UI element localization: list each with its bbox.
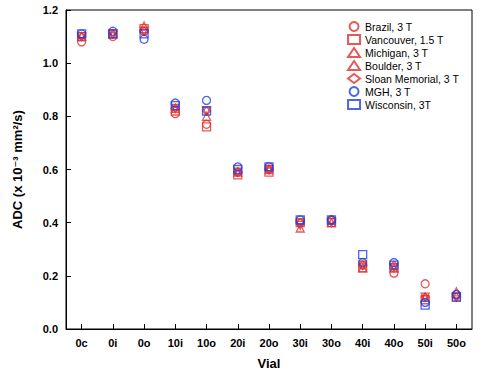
svg-text:0o: 0o (138, 337, 151, 349)
svg-text:Sloan Memorial, 3 T: Sloan Memorial, 3 T (365, 73, 459, 85)
svg-text:Wisconsin, 3T: Wisconsin, 3T (365, 99, 432, 111)
svg-text:40o: 40o (384, 337, 403, 349)
svg-text:40i: 40i (355, 337, 370, 349)
svg-text:0.6: 0.6 (43, 164, 58, 176)
svg-text:10o: 10o (197, 337, 216, 349)
svg-text:Vancouver, 1.5 T: Vancouver, 1.5 T (365, 34, 444, 46)
svg-text:ADC (x 10⁻³ mm²/s): ADC (x 10⁻³ mm²/s) (10, 110, 25, 229)
svg-text:Michigan, 3 T: Michigan, 3 T (365, 47, 428, 59)
svg-text:20o: 20o (260, 337, 279, 349)
svg-text:Vial: Vial (258, 356, 281, 371)
svg-text:30o: 30o (322, 337, 341, 349)
svg-text:MGH, 3 T: MGH, 3 T (365, 86, 411, 98)
svg-text:0.8: 0.8 (43, 110, 58, 122)
svg-text:50i: 50i (418, 337, 433, 349)
svg-text:10i: 10i (168, 337, 183, 349)
svg-text:Brazil, 3 T: Brazil, 3 T (365, 21, 413, 33)
svg-text:0.4: 0.4 (43, 217, 59, 229)
svg-text:30i: 30i (293, 337, 308, 349)
svg-text:1.2: 1.2 (43, 4, 58, 16)
svg-text:0.2: 0.2 (43, 270, 58, 282)
svg-text:Boulder, 3 T: Boulder, 3 T (365, 60, 422, 72)
svg-text:1.0: 1.0 (43, 57, 58, 69)
svg-text:0c: 0c (75, 337, 87, 349)
svg-text:20i: 20i (230, 337, 245, 349)
svg-text:50o: 50o (447, 337, 466, 349)
svg-text:0i: 0i (108, 337, 117, 349)
svg-text:0.0: 0.0 (43, 323, 58, 335)
